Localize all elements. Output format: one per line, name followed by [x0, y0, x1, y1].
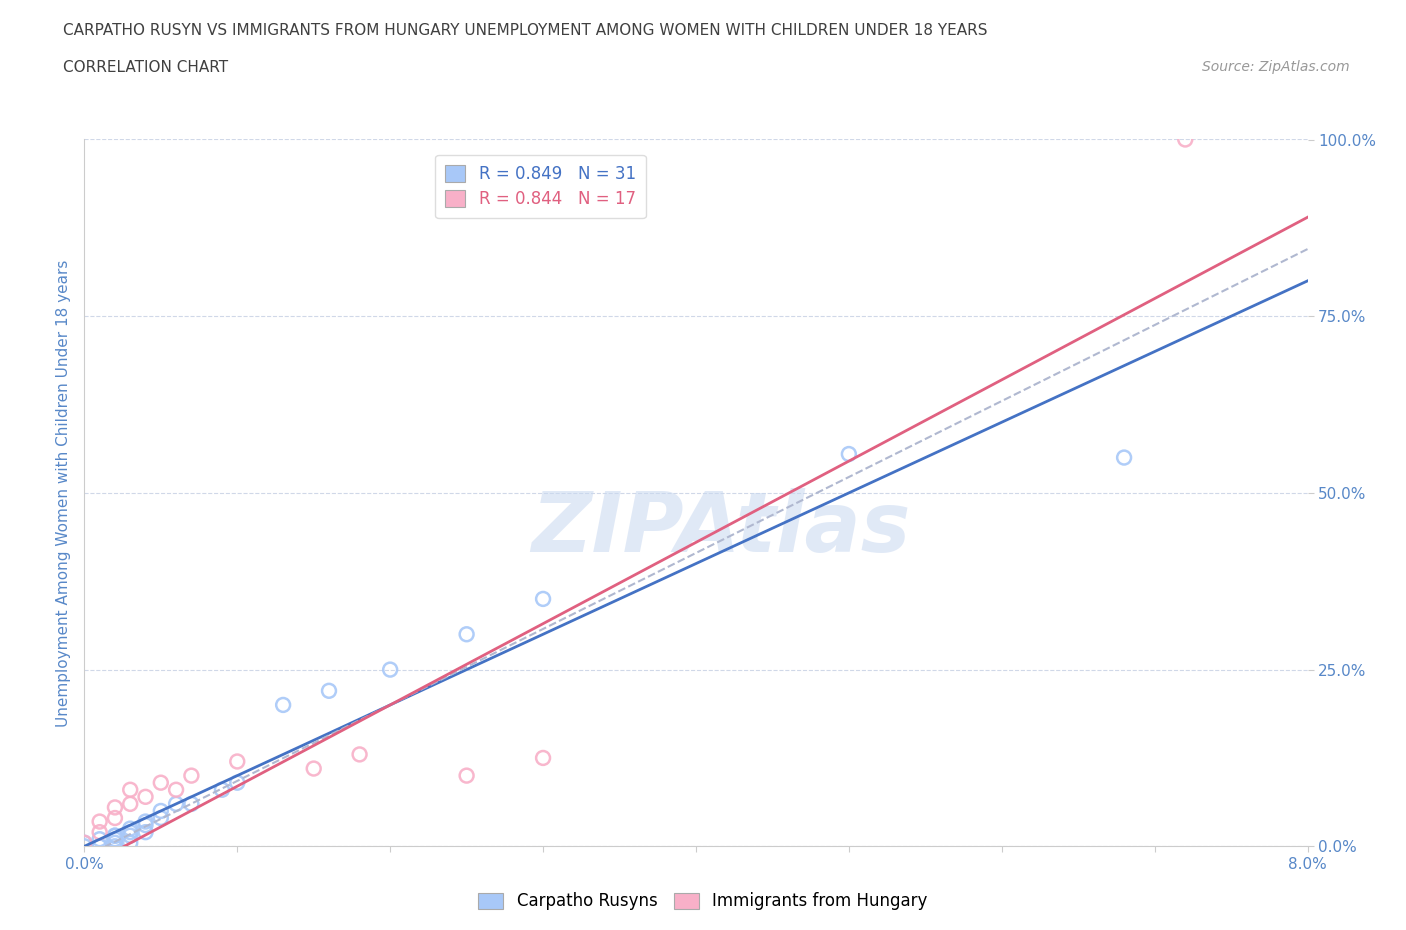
Point	[104, 831, 127, 846]
Point	[89, 839, 111, 854]
Point	[120, 821, 142, 836]
Text: CORRELATION CHART: CORRELATION CHART	[63, 60, 228, 75]
Point	[73, 839, 96, 854]
Point	[531, 751, 554, 765]
Point	[531, 591, 554, 606]
Point	[165, 782, 187, 797]
Point	[104, 839, 127, 854]
Point	[165, 796, 187, 811]
Point	[89, 831, 111, 846]
Point	[456, 768, 478, 783]
Point	[271, 698, 294, 712]
Point	[120, 825, 142, 840]
Point	[838, 446, 860, 461]
Point	[104, 835, 127, 850]
Legend: Carpatho Rusyns, Immigrants from Hungary: Carpatho Rusyns, Immigrants from Hungary	[471, 885, 935, 917]
Point	[120, 796, 142, 811]
Point	[1114, 450, 1136, 465]
Point	[180, 796, 202, 811]
Point	[211, 782, 233, 797]
Point	[89, 839, 111, 854]
Point	[302, 761, 325, 776]
Point	[226, 754, 249, 769]
Point	[1174, 132, 1197, 147]
Point	[104, 811, 127, 826]
Point	[104, 829, 127, 844]
Point	[89, 839, 111, 854]
Point	[120, 782, 142, 797]
Point	[226, 776, 249, 790]
Point	[104, 800, 127, 815]
Point	[318, 684, 340, 698]
Point	[89, 814, 111, 829]
Point	[104, 829, 127, 844]
Point	[180, 768, 202, 783]
Y-axis label: Unemployment Among Women with Children Under 18 years: Unemployment Among Women with Children U…	[56, 259, 72, 726]
Point	[380, 662, 402, 677]
Point	[73, 835, 96, 850]
Point	[149, 776, 172, 790]
Point	[135, 814, 157, 829]
Legend: R = 0.849   N = 31, R = 0.844   N = 17: R = 0.849 N = 31, R = 0.844 N = 17	[436, 155, 645, 218]
Text: ZIPAtlas: ZIPAtlas	[530, 487, 910, 569]
Point	[120, 835, 142, 850]
Point	[89, 825, 111, 840]
Point	[135, 817, 157, 832]
Point	[149, 811, 172, 826]
Point	[456, 627, 478, 642]
Point	[349, 747, 371, 762]
Point	[120, 829, 142, 844]
Point	[149, 804, 172, 818]
Point	[73, 835, 96, 850]
Text: Source: ZipAtlas.com: Source: ZipAtlas.com	[1202, 60, 1350, 74]
Point	[135, 825, 157, 840]
Point	[135, 790, 157, 804]
Text: CARPATHO RUSYN VS IMMIGRANTS FROM HUNGARY UNEMPLOYMENT AMONG WOMEN WITH CHILDREN: CARPATHO RUSYN VS IMMIGRANTS FROM HUNGAR…	[63, 23, 988, 38]
